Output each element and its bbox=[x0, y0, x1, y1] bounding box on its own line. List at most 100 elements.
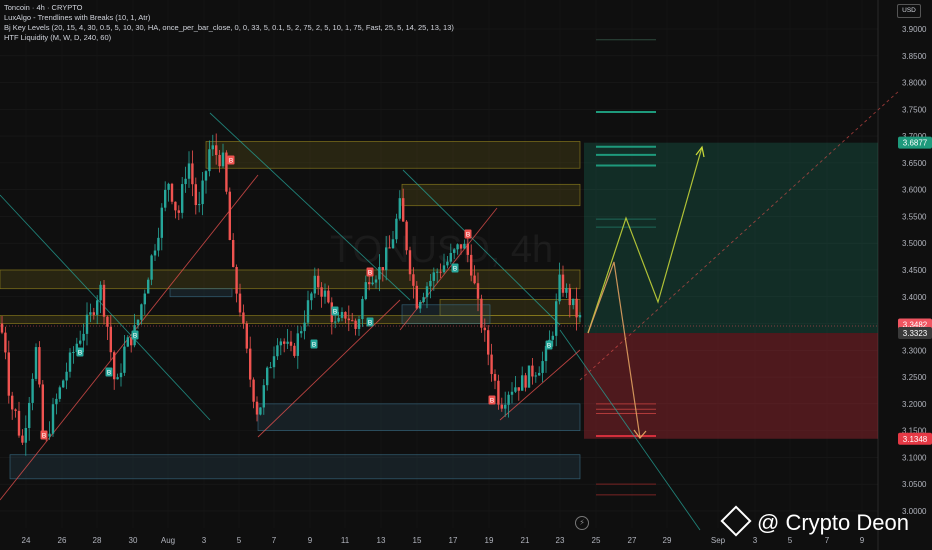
currency-button[interactable]: USD bbox=[897, 4, 921, 18]
candle-body bbox=[123, 346, 126, 373]
candle-body bbox=[177, 210, 180, 213]
candle-body bbox=[473, 275, 476, 284]
candle-body bbox=[167, 183, 170, 190]
long-short-position-tool[interactable] bbox=[584, 142, 878, 439]
key-levels bbox=[596, 39, 656, 496]
candle-body bbox=[0, 323, 4, 333]
break-marker-label: B bbox=[368, 320, 372, 327]
break-marker-label: B bbox=[490, 398, 494, 405]
lightning-icon[interactable]: ⚡ bbox=[575, 516, 589, 530]
price-tick: 3.0000 bbox=[902, 507, 927, 516]
candle-body bbox=[14, 409, 17, 411]
break-marker bbox=[331, 306, 339, 316]
trendline bbox=[559, 329, 701, 531]
candle-body bbox=[351, 320, 354, 322]
candle-body bbox=[218, 154, 221, 167]
price-tick: 3.1000 bbox=[902, 453, 927, 462]
candle-body bbox=[62, 380, 65, 388]
candle-body bbox=[187, 163, 191, 179]
candle-body bbox=[99, 284, 102, 301]
candle-body bbox=[337, 317, 340, 322]
candle-body bbox=[7, 352, 10, 396]
candle-body bbox=[170, 183, 174, 202]
price-tick: 3.7000 bbox=[902, 132, 927, 141]
time-tick: 13 bbox=[377, 536, 386, 545]
candle-body bbox=[68, 352, 72, 372]
price-tick: 3.2000 bbox=[902, 400, 927, 409]
time-tick: 21 bbox=[521, 536, 530, 545]
break-marker-label: B bbox=[312, 342, 316, 349]
candle-body bbox=[565, 287, 568, 293]
break-marker-label: B bbox=[78, 350, 82, 357]
bearish-projection-path bbox=[587, 261, 641, 439]
candle-body bbox=[79, 340, 82, 344]
candle-body bbox=[262, 385, 265, 408]
candle-body bbox=[303, 322, 306, 332]
candle-body bbox=[544, 345, 548, 362]
legend-symbol[interactable]: Toncoin · 4h · CRYPTO bbox=[4, 3, 83, 12]
candle-body bbox=[504, 404, 507, 409]
candle-body bbox=[510, 391, 514, 395]
indicator-legend[interactable]: Toncoin · 4h · CRYPTO LuxAlgo - Trendlin… bbox=[4, 3, 454, 43]
candle-body bbox=[531, 365, 534, 377]
candle-body bbox=[109, 326, 112, 353]
candle-body bbox=[225, 152, 228, 192]
candle-body bbox=[228, 191, 231, 241]
candle-body bbox=[538, 372, 541, 376]
candle-body bbox=[106, 316, 109, 327]
break-marker bbox=[366, 317, 374, 327]
time-tick: 7 bbox=[825, 536, 830, 545]
break-marker bbox=[105, 367, 113, 377]
candle-body bbox=[568, 287, 571, 306]
stop-price-label: 3.1348 bbox=[903, 435, 928, 444]
candle-body bbox=[41, 384, 44, 436]
time-axis[interactable]: 24 26 28 30 Aug 3 5 7 9 11 13 15 17 19 21 23 25 27 29 Sep 3 5… bbox=[22, 536, 865, 545]
time-tick: 5 bbox=[237, 536, 242, 545]
current-price-label: 3.3482 bbox=[903, 320, 928, 329]
candle-body bbox=[201, 180, 204, 205]
supply-zone bbox=[0, 269, 581, 290]
candle-body bbox=[65, 371, 68, 381]
candle-body bbox=[296, 333, 299, 356]
candle-body bbox=[24, 427, 27, 443]
time-tick: 3 bbox=[202, 536, 207, 545]
candle-body bbox=[204, 171, 208, 181]
break-marker-label: B bbox=[229, 158, 233, 165]
price-tick: 3.4500 bbox=[902, 266, 927, 275]
candle-body bbox=[507, 394, 510, 405]
candle-body bbox=[493, 374, 497, 381]
candle-body bbox=[147, 279, 150, 294]
break-marker bbox=[131, 330, 139, 340]
candle-body bbox=[558, 274, 561, 302]
candle-body bbox=[483, 327, 486, 331]
legend-key-levels[interactable]: Bj Key Levels (20, 15, 4, 30, 0.5, 5, 10… bbox=[4, 23, 454, 32]
candle-body bbox=[283, 341, 286, 344]
trendline bbox=[209, 112, 411, 301]
price-tick: 3.8000 bbox=[902, 79, 927, 88]
candle-body bbox=[422, 297, 425, 303]
candle-body bbox=[130, 337, 133, 346]
break-marker-label: B bbox=[133, 333, 137, 340]
candle-body bbox=[436, 271, 439, 273]
candle-body bbox=[361, 299, 364, 320]
candle-body bbox=[381, 267, 384, 271]
break-marker-label: B bbox=[466, 232, 470, 239]
price-axis[interactable]: 3.9000 3.8500 3.8000 3.7500 3.7000 3.6500 3.60… bbox=[902, 25, 927, 516]
price-tick: 3.6500 bbox=[902, 159, 927, 168]
legend-trendlines[interactable]: LuxAlgo - Trendlines with Breaks (10, 1,… bbox=[4, 13, 151, 22]
candle-body bbox=[357, 319, 361, 329]
candle-body bbox=[72, 351, 75, 353]
candle-body bbox=[55, 398, 58, 405]
break-marker-label: B bbox=[107, 370, 111, 377]
candle-body bbox=[113, 352, 116, 380]
time-tick: 11 bbox=[341, 536, 350, 545]
candle-body bbox=[476, 283, 480, 299]
break-markers: B B B B B B B B B B B B B bbox=[40, 155, 553, 440]
candle-body bbox=[259, 407, 262, 415]
watermark-text: @ Crypto Deon bbox=[757, 510, 909, 535]
break-marker bbox=[76, 347, 84, 357]
candle-body bbox=[11, 395, 14, 410]
legend-htf-liquidity[interactable]: HTF Liquidity (M, W, D, 240, 60) bbox=[4, 33, 112, 42]
candle-body bbox=[116, 377, 119, 380]
